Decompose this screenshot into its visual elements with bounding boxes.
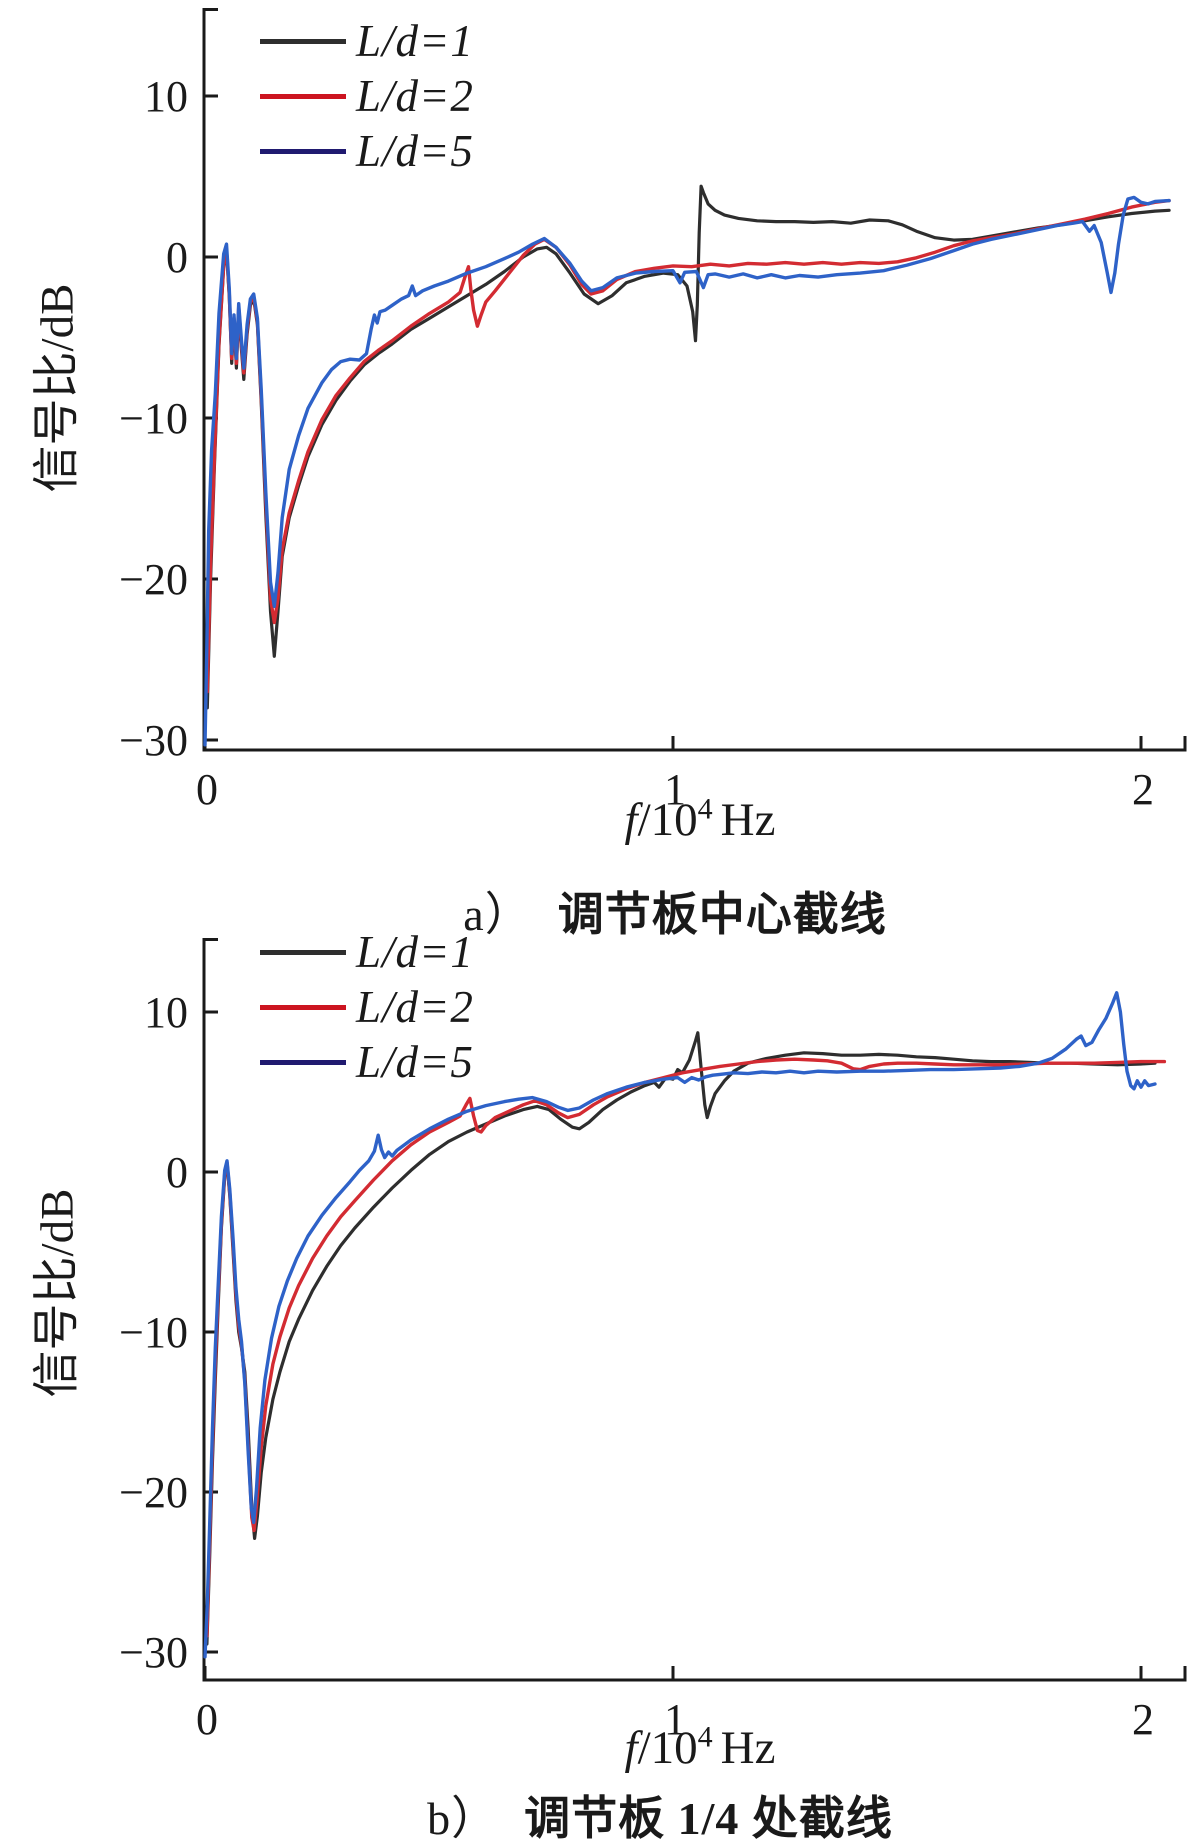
legend-item: L/d=1: [260, 925, 474, 980]
legend-line-navy-icon: [260, 1060, 346, 1065]
chart-b: 100−10−20−300 1 2: [119, 938, 1187, 1744]
x-axis-unit: Hz: [720, 794, 776, 846]
y-axis-title-b: 信号比/dB: [18, 1189, 87, 1398]
legend-label: L/d=2: [356, 71, 474, 121]
curve-L/d=2: [205, 1057, 1167, 1638]
x-axis-title-a: f/104 Hz: [624, 792, 776, 847]
legend-item: L/d=5: [260, 1035, 474, 1090]
y-tick-label: 10: [144, 988, 188, 1037]
x-tick-label: 2: [1132, 765, 1154, 814]
legend-label: L/d=1: [356, 16, 474, 66]
legend-item: L/d=2: [260, 69, 474, 124]
legend-chart-a: L/d=1 L/d=2 L/d=5: [260, 14, 474, 179]
curve-L/d=1: [205, 1031, 1157, 1646]
legend-line-red-icon: [260, 1005, 346, 1010]
legend-line-black-icon: [260, 39, 346, 44]
y-axis-title-a: 信号比/dB: [18, 284, 87, 493]
curve-L/d=2: [205, 198, 1171, 694]
legend-item: L/d=1: [260, 14, 474, 69]
x-axis-title-b: f/104 Hz: [624, 1720, 776, 1775]
caption-b-prefix: b）: [427, 1793, 499, 1844]
curve-L/d=5: [203, 991, 1157, 1659]
chart-a: 100−10−20−300 1 2: [119, 8, 1187, 814]
x-axis-exponent: 4: [697, 1720, 713, 1754]
x-axis-f-symbol: f: [624, 794, 638, 846]
x-tick-label: 1: [664, 765, 686, 814]
y-tick-label: −10: [119, 394, 188, 443]
x-axis-f-symbol: f: [624, 1722, 638, 1774]
legend-label: L/d=5: [356, 126, 474, 176]
legend-line-black-icon: [260, 950, 346, 955]
legend-line-red-icon: [260, 94, 346, 99]
x-axis-unit: Hz: [720, 1722, 776, 1774]
curve-L/d=5: [203, 195, 1171, 747]
y-axis-title-text: 信号比/dB: [31, 283, 84, 493]
y-axis-title-text: 信号比/dB: [31, 1188, 84, 1398]
y-tick-label: −30: [119, 1628, 188, 1677]
x-tick-label: 2: [1132, 1695, 1154, 1744]
y-tick-label: −10: [119, 1308, 188, 1357]
legend-chart-b: L/d=1 L/d=2 L/d=5: [260, 925, 474, 1090]
x-tick-label: 0: [196, 765, 218, 814]
x-tick-label: 1: [664, 1695, 686, 1744]
y-tick-label: 0: [166, 233, 188, 282]
y-tick-label: −30: [119, 716, 188, 765]
y-tick-label: 0: [166, 1148, 188, 1197]
caption-a-text: 调节板中心截线: [557, 889, 887, 940]
legend-label: L/d=2: [356, 982, 474, 1032]
caption-b: b） 调节板 1/4 处截线: [427, 1782, 893, 1845]
caption-a: a） 调节板中心截线: [463, 878, 886, 944]
curve-L/d=1: [205, 184, 1171, 710]
caption-b-text: 调节板 1/4 处截线: [524, 1793, 893, 1844]
y-tick-label: −20: [119, 1468, 188, 1517]
x-tick-label: 0: [196, 1695, 218, 1744]
y-tick-label: −20: [119, 555, 188, 604]
caption-a-prefix: a）: [463, 889, 532, 940]
x-axis-exponent: 4: [697, 792, 713, 826]
y-tick-label: 10: [144, 72, 188, 121]
x-axis-divisor: /10: [637, 1722, 698, 1774]
legend-label: L/d=5: [356, 1037, 474, 1087]
legend-item: L/d=5: [260, 124, 474, 179]
legend-label: L/d=1: [356, 927, 474, 977]
legend-line-navy-icon: [260, 149, 346, 154]
legend-item: L/d=2: [260, 980, 474, 1035]
x-axis-divisor: /10: [637, 794, 698, 846]
